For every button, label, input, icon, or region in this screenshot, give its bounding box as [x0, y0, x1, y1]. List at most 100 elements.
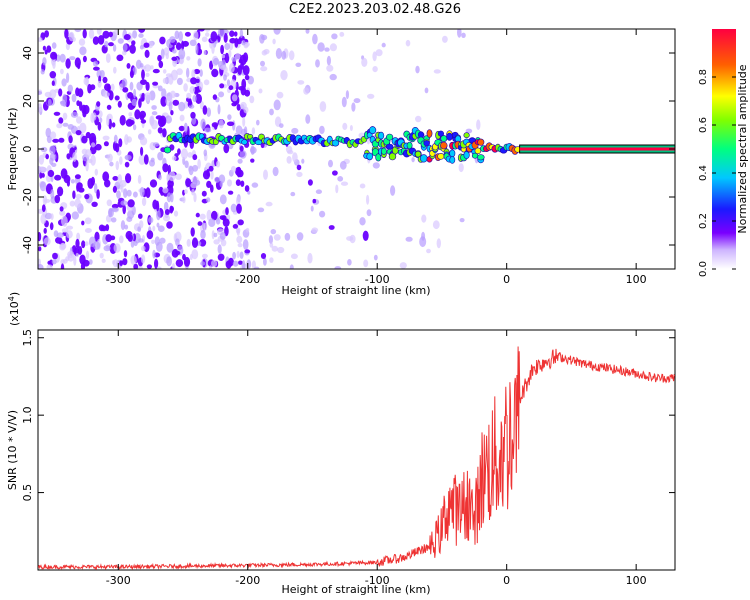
noise-speckle: [77, 246, 83, 255]
noise-speckle: [97, 35, 105, 45]
noise-speckle: [69, 56, 76, 61]
noise-speckle: [249, 146, 257, 154]
noise-speckle: [169, 205, 174, 214]
noise-speckle: [119, 235, 124, 244]
noise-speckle: [102, 30, 110, 39]
noise-speckle: [127, 234, 133, 242]
noise-speckle: [287, 149, 294, 155]
noise-speckle: [149, 179, 158, 188]
noise-speckle: [59, 210, 66, 216]
noise-speckle: [157, 85, 163, 92]
noise-speckle: [236, 195, 241, 206]
noise-speckle: [288, 50, 295, 61]
noise-speckle: [122, 43, 128, 52]
noise-speckle: [182, 196, 186, 204]
noise-speckle: [91, 201, 98, 207]
noise-speckle: [138, 154, 146, 165]
noise-speckle: [242, 116, 246, 127]
noise-speckle: [224, 42, 230, 51]
noise-speckle: [191, 237, 199, 248]
noise-speckle: [116, 190, 121, 199]
noise-speckle: [166, 192, 172, 203]
noise-speckle: [60, 263, 65, 269]
x-tick-label: 0: [503, 574, 510, 587]
colorbar-tick-label: 0.6: [698, 117, 709, 133]
noise-speckle: [199, 213, 206, 220]
noise-speckle: [49, 131, 57, 139]
noise-speckle: [157, 127, 163, 134]
noise-speckle: [122, 204, 126, 215]
noise-speckle: [70, 111, 79, 118]
noise-speckle: [161, 88, 167, 99]
noise-speckle: [189, 39, 197, 47]
noise-speckle: [82, 29, 87, 39]
noise-speckle: [419, 236, 427, 248]
noise-speckle: [239, 29, 244, 38]
noise-speckle: [133, 263, 139, 269]
noise-speckle: [295, 62, 302, 67]
noise-speckle: [75, 238, 80, 249]
noise-speckle: [103, 141, 109, 147]
noise-speckle: [62, 112, 68, 121]
signal-blob: [378, 131, 385, 140]
noise-speckle: [201, 36, 208, 43]
noise-speckle: [201, 190, 207, 197]
noise-speckle: [38, 246, 42, 252]
noise-speckle: [181, 148, 188, 160]
noise-speckle: [140, 79, 147, 85]
noise-speckle: [236, 104, 241, 111]
noise-speckle: [41, 204, 46, 212]
noise-speckle: [195, 44, 199, 55]
noise-speckle: [198, 81, 204, 91]
noise-speckle: [206, 107, 211, 117]
noise-speckle: [139, 63, 144, 68]
noise-speckle: [53, 230, 59, 238]
noise-speckle: [54, 194, 61, 204]
noise-speckle: [175, 173, 182, 180]
noise-speckle: [202, 105, 208, 115]
x-tick-label: -300: [106, 574, 131, 587]
x-tick-label: -100: [365, 574, 390, 587]
noise-speckle: [349, 125, 353, 131]
signal-trace-layer: [163, 126, 675, 164]
noise-speckle: [45, 212, 52, 220]
noise-speckle: [228, 49, 232, 58]
noise-speckle: [131, 40, 136, 46]
noise-speckle: [47, 98, 52, 107]
noise-speckle: [176, 77, 183, 86]
noise-speckle: [230, 203, 237, 213]
noise-speckle: [183, 122, 188, 133]
noise-speckle: [236, 250, 240, 259]
noise-speckle: [102, 135, 110, 141]
noise-speckle: [94, 183, 98, 194]
colorbar-tick-label: 0.2: [698, 213, 709, 229]
noise-speckle: [152, 249, 156, 259]
noise-speckle: [66, 153, 71, 160]
noise-speckle: [164, 209, 170, 215]
noise-speckle: [263, 48, 270, 55]
noise-speckle: [296, 171, 303, 178]
noise-speckle: [102, 76, 108, 84]
noise-speckle: [62, 93, 68, 105]
noise-speckle: [106, 115, 110, 127]
noise-speckle: [108, 31, 113, 38]
noise-speckle: [139, 114, 145, 121]
noise-speckle: [237, 243, 243, 248]
signal-blob: [449, 149, 456, 158]
noise-speckle: [211, 259, 218, 268]
noise-speckle: [326, 55, 331, 66]
noise-speckle: [219, 232, 226, 240]
noise-speckle: [363, 259, 369, 268]
noise-speckle: [43, 198, 51, 203]
noise-speckle: [310, 205, 314, 212]
x-tick-label: 0: [503, 273, 510, 286]
noise-speckle: [405, 39, 411, 47]
noise-speckle: [162, 187, 169, 194]
noise-speckle: [139, 220, 144, 229]
noise-speckle: [84, 193, 90, 200]
noise-speckle: [212, 94, 218, 100]
noise-speckle: [172, 99, 180, 106]
spectrogram-panel: -300 -200 -100 0 100 40 20 0 -20 -40: [21, 28, 676, 286]
spectrogram-axes: -300 -200 -100 0 100 40 20 0 -20 -40: [21, 28, 676, 286]
noise-speckle: [104, 83, 111, 91]
